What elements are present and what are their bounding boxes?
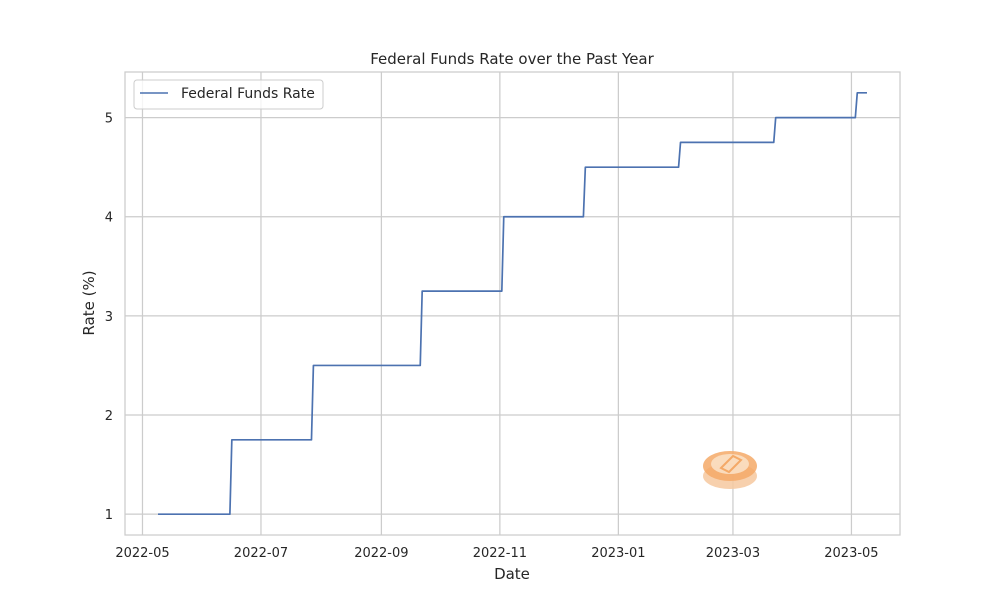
legend-box — [133, 79, 324, 110]
series — [158, 91, 867, 516]
plot-frame — [124, 71, 901, 536]
x-tick-label: 2022-09 — [354, 546, 408, 561]
x-axis-ticks: 2022-05 2022-07 2022-09 2022-11 2023-01 2023-… — [115, 546, 878, 561]
y-tick-label: 1 — [105, 508, 113, 523]
legend-label: Federal Funds Rate — [181, 86, 315, 102]
x-tick-label: 2023-03 — [706, 546, 760, 561]
x-tick-label: 2022-05 — [115, 546, 169, 561]
x-tick-label: 2023-01 — [591, 546, 645, 561]
y-axis-title: Rate (%) — [80, 270, 98, 335]
coin-logo-icon — [703, 451, 757, 489]
x-tick-label: 2022-11 — [473, 546, 527, 561]
x-axis-title: Date — [494, 565, 530, 583]
y-tick-label: 5 — [105, 112, 113, 127]
x-tick-label: 2023-05 — [824, 546, 878, 561]
y-tick-label: 2 — [105, 409, 113, 424]
series-line — [158, 91, 867, 516]
y-tick-label: 4 — [105, 211, 113, 226]
x-tick-label: 2022-07 — [234, 546, 288, 561]
y-axis-ticks: 1 2 3 4 5 — [105, 112, 113, 524]
chart-title: Federal Funds Rate over the Past Year — [370, 50, 654, 68]
y-tick-label: 3 — [105, 310, 113, 325]
legend: Federal Funds Rate — [133, 79, 324, 110]
